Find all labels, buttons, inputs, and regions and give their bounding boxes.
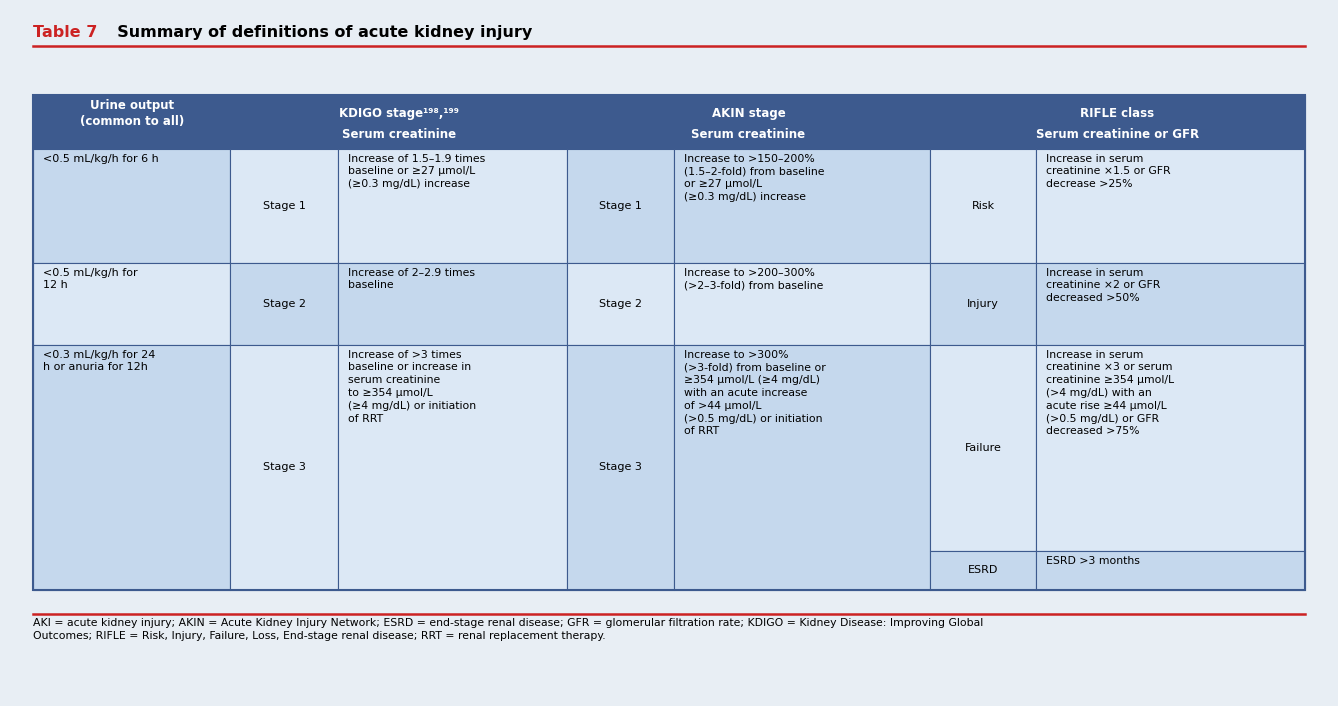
Text: Injury: Injury xyxy=(967,299,999,309)
Bar xyxy=(230,149,339,263)
Text: ESRD: ESRD xyxy=(967,566,998,575)
Text: Increase of 2–2.9 times
baseline: Increase of 2–2.9 times baseline xyxy=(348,268,475,290)
Bar xyxy=(930,149,1037,263)
Bar xyxy=(230,95,567,149)
Text: KDIGO stage¹⁹⁸,¹⁹⁹: KDIGO stage¹⁹⁸,¹⁹⁹ xyxy=(339,107,459,120)
Text: Increase in serum
creatinine ×3 or serum
creatinine ≥354 μmol/L
(>4 mg/dL) with : Increase in serum creatinine ×3 or serum… xyxy=(1046,349,1173,436)
Text: Stage 3: Stage 3 xyxy=(264,462,306,472)
Text: Risk: Risk xyxy=(971,201,994,210)
Text: Stage 2: Stage 2 xyxy=(262,299,306,309)
Text: RIFLE class: RIFLE class xyxy=(1080,107,1155,120)
Text: Table 7: Table 7 xyxy=(33,25,98,40)
Text: Serum creatinine: Serum creatinine xyxy=(692,128,805,141)
Bar xyxy=(1037,149,1305,263)
Bar xyxy=(567,149,674,263)
Bar xyxy=(1037,551,1305,590)
Text: Increase in serum
creatinine ×2 or GFR
decreased >50%: Increase in serum creatinine ×2 or GFR d… xyxy=(1046,268,1160,303)
Bar xyxy=(339,149,567,263)
Bar xyxy=(33,345,230,590)
Bar xyxy=(33,149,230,263)
Text: <0.3 mL/kg/h for 24
h or anuria for 12h: <0.3 mL/kg/h for 24 h or anuria for 12h xyxy=(43,349,155,373)
Text: Increase of 1.5–1.9 times
baseline or ≥27 μmol/L
(≥0.3 mg/dL) increase: Increase of 1.5–1.9 times baseline or ≥2… xyxy=(348,154,484,189)
Text: Stage 3: Stage 3 xyxy=(599,462,642,472)
Text: Increase to >200–300%
(>2–3-fold) from baseline: Increase to >200–300% (>2–3-fold) from b… xyxy=(684,268,823,290)
Bar xyxy=(674,149,930,263)
Bar xyxy=(930,263,1037,345)
Bar xyxy=(567,95,930,149)
Bar xyxy=(930,345,1037,551)
Text: AKI = acute kidney injury; AKIN = Acute Kidney Injury Network; ESRD = end-stage : AKI = acute kidney injury; AKIN = Acute … xyxy=(33,618,983,640)
Text: Failure: Failure xyxy=(965,443,1001,453)
Bar xyxy=(1037,263,1305,345)
Text: Serum creatinine or GFR: Serum creatinine or GFR xyxy=(1036,128,1199,141)
Bar xyxy=(33,95,1305,590)
Text: Serum creatinine: Serum creatinine xyxy=(341,128,456,141)
Bar xyxy=(674,263,930,345)
Text: Urine output
(common to all): Urine output (common to all) xyxy=(80,99,185,128)
Text: Increase in serum
creatinine ×1.5 or GFR
decrease >25%: Increase in serum creatinine ×1.5 or GFR… xyxy=(1046,154,1171,189)
Text: Stage 1: Stage 1 xyxy=(599,201,642,210)
Text: Stage 2: Stage 2 xyxy=(599,299,642,309)
Text: Increase of >3 times
baseline or increase in
serum creatinine
to ≥354 μmol/L
(≥4: Increase of >3 times baseline or increas… xyxy=(348,349,476,424)
Bar xyxy=(339,345,567,590)
Bar xyxy=(230,263,339,345)
Bar xyxy=(567,345,674,590)
Bar xyxy=(930,95,1305,149)
Bar xyxy=(33,263,230,345)
Bar xyxy=(674,345,930,590)
Bar xyxy=(567,263,674,345)
Bar xyxy=(230,345,339,590)
Bar xyxy=(339,263,567,345)
Text: Summary of definitions of acute kidney injury: Summary of definitions of acute kidney i… xyxy=(106,25,533,40)
Bar xyxy=(33,95,230,149)
Bar xyxy=(1037,345,1305,551)
Text: Stage 1: Stage 1 xyxy=(264,201,306,210)
Text: Increase to >300%
(>3-fold) from baseline or
≥354 μmol/L (≥4 mg/dL)
with an acut: Increase to >300% (>3-fold) from baselin… xyxy=(684,349,826,436)
Text: <0.5 mL/kg/h for 6 h: <0.5 mL/kg/h for 6 h xyxy=(43,154,159,164)
Text: ESRD >3 months: ESRD >3 months xyxy=(1046,556,1140,566)
Text: Increase to >150–200%
(1.5–2-fold) from baseline
or ≥27 μmol/L
(≥0.3 mg/dL) incr: Increase to >150–200% (1.5–2-fold) from … xyxy=(684,154,824,202)
Text: AKIN stage: AKIN stage xyxy=(712,107,785,120)
Text: <0.5 mL/kg/h for
12 h: <0.5 mL/kg/h for 12 h xyxy=(43,268,138,290)
Bar xyxy=(930,551,1037,590)
